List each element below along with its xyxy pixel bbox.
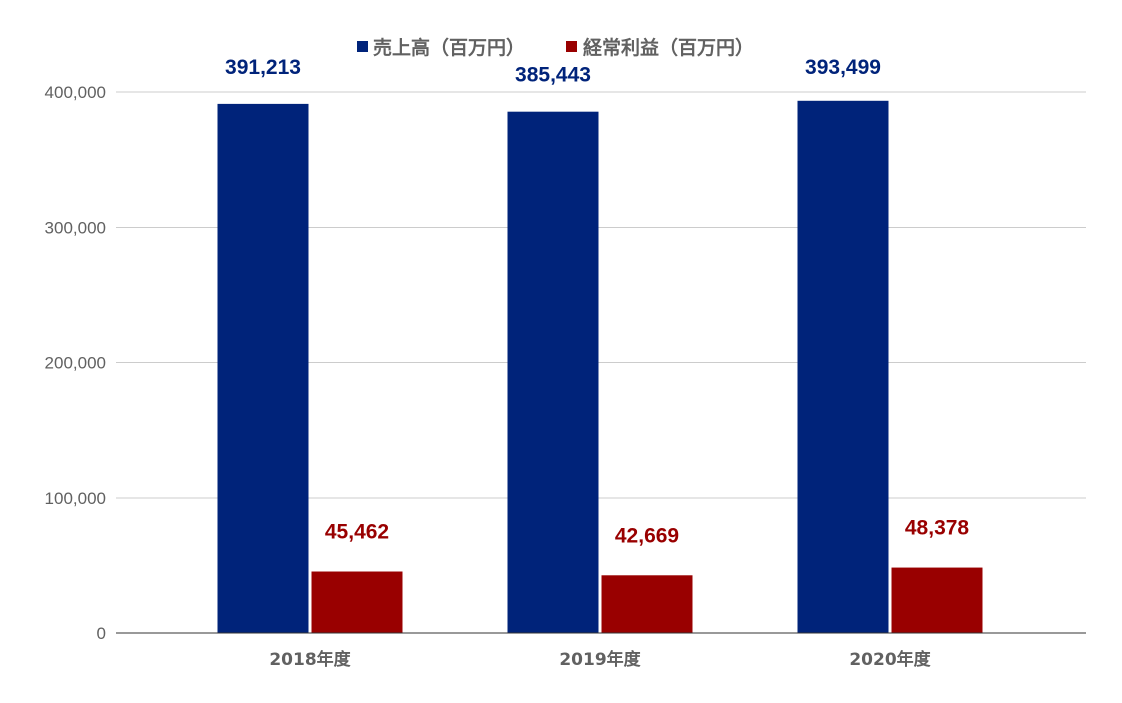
- y-tick-label: 400,000: [45, 83, 106, 102]
- x-tick-label: 2019年度: [559, 649, 641, 670]
- legend-label: 経常利益（百万円）: [583, 36, 754, 59]
- x-tick-label: 2018年度: [269, 649, 351, 670]
- x-axis: 2018年度 2019年度 2020年度: [116, 632, 1086, 670]
- legend-swatch: [566, 41, 577, 52]
- x-tick-label: 2020年度: [849, 649, 931, 670]
- legend-swatch: [357, 41, 368, 52]
- bar-sales-2: [797, 100, 889, 633]
- bar-sales-1: [507, 111, 599, 633]
- bar-ordinary-profit-1: [601, 575, 693, 633]
- y-tick-label: 300,000: [45, 218, 106, 237]
- bars: [217, 100, 983, 634]
- y-tick-label: 0: [97, 624, 106, 643]
- data-label: 385,443: [515, 64, 591, 87]
- data-labels: 391,213 45,462 385,443 42,669 393,499 48,378: [225, 56, 969, 547]
- bar-ordinary-profit-0: [311, 571, 403, 633]
- y-tick-label: 100,000: [45, 489, 106, 508]
- y-axis: 0 100,000 200,000 300,000 400,000: [45, 83, 106, 643]
- data-label: 42,669: [615, 524, 679, 547]
- data-label: 45,462: [325, 521, 389, 544]
- data-label: 48,378: [905, 517, 970, 540]
- legend: 売上高（百万円） 経常利益（百万円）: [357, 36, 754, 59]
- y-tick-label: 200,000: [45, 354, 106, 373]
- data-label: 393,499: [805, 56, 881, 79]
- data-label: 391,213: [225, 56, 301, 79]
- legend-label: 売上高（百万円）: [373, 36, 525, 59]
- bar-ordinary-profit-2: [891, 567, 983, 633]
- bar-sales-0: [217, 103, 309, 634]
